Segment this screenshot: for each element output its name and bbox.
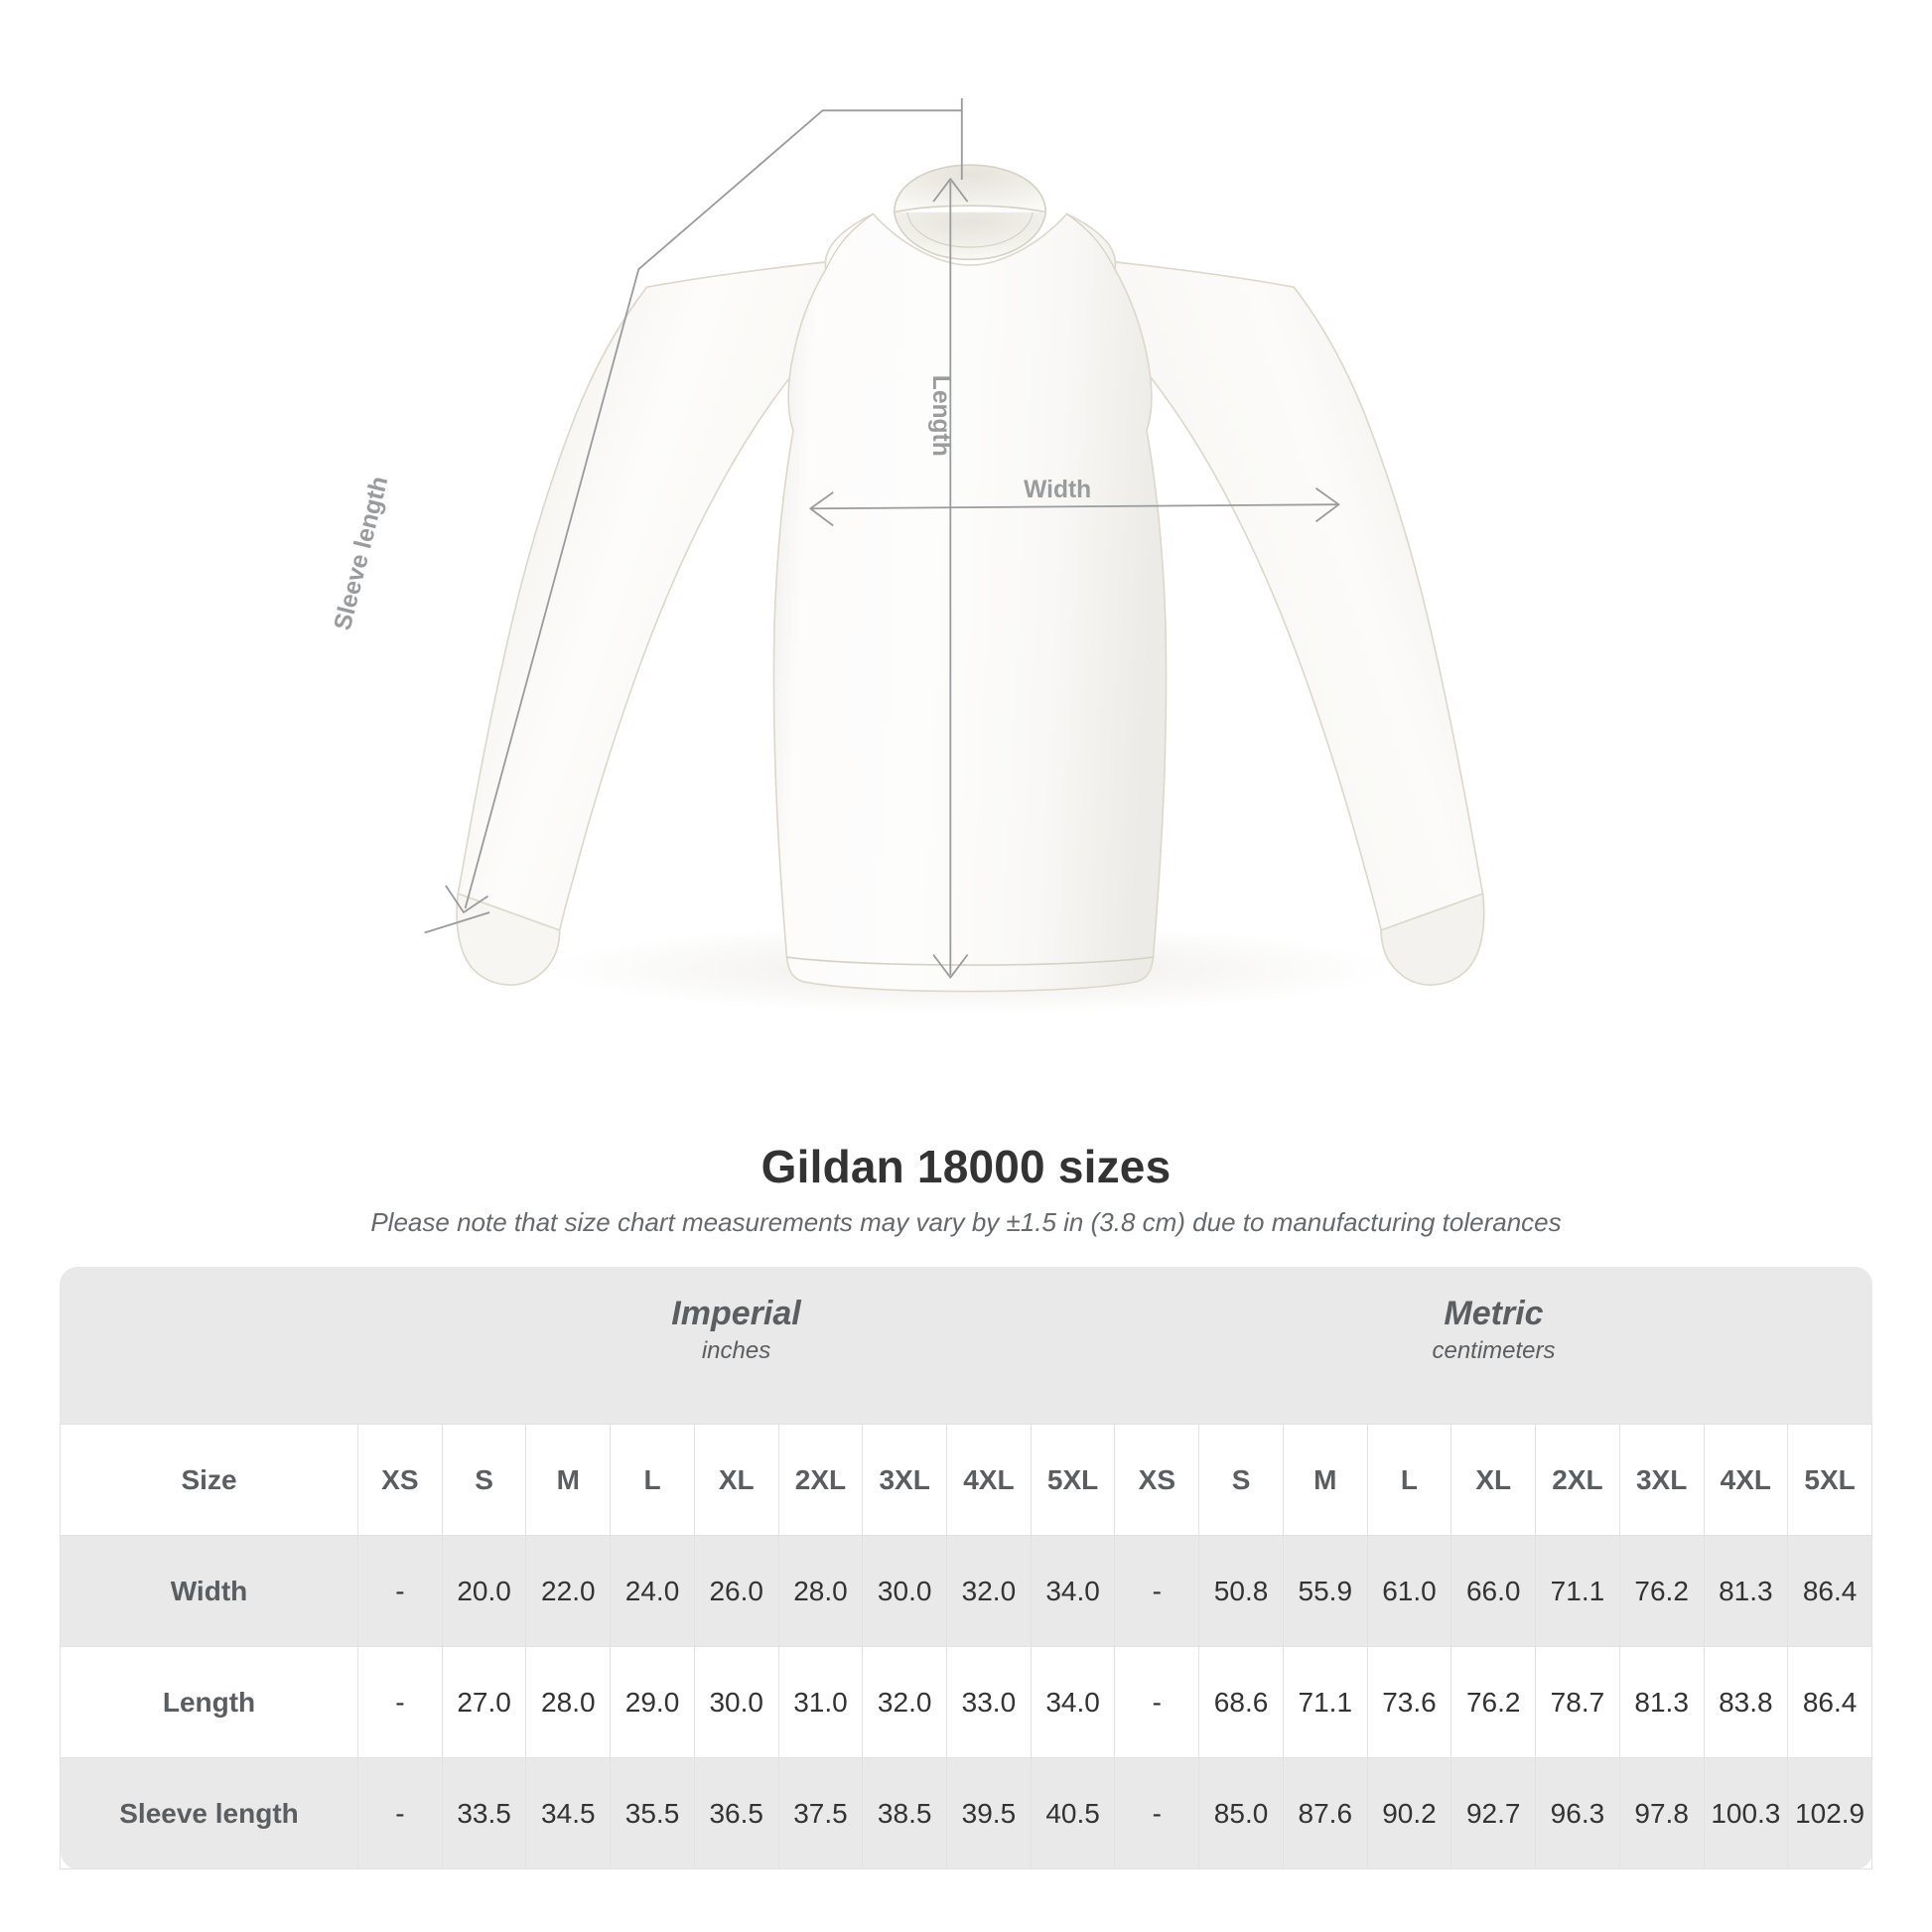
svg-text:Sleeve length: Sleeve length	[330, 474, 394, 632]
svg-text:Width: Width	[1024, 477, 1091, 503]
svg-text:Length: Length	[927, 375, 954, 457]
